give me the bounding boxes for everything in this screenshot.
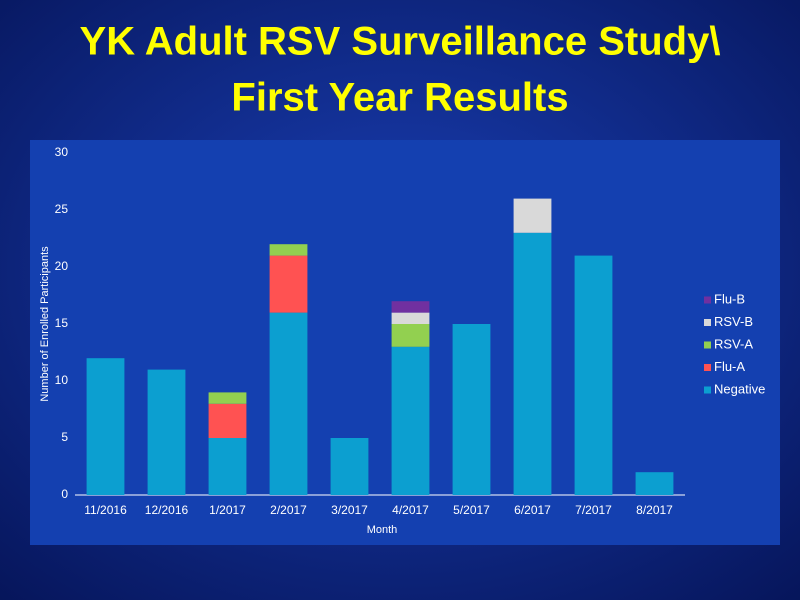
bar-segment xyxy=(391,312,430,324)
chart-title: First Year Results xyxy=(231,76,568,120)
legend-label: Flu-B xyxy=(714,291,745,306)
x-axis-label: Month xyxy=(367,524,398,536)
x-tick-label: 11/2016 xyxy=(84,503,127,517)
x-tick-label: 8/2017 xyxy=(636,503,673,517)
bar-segment xyxy=(269,244,308,256)
legend-swatch xyxy=(704,341,711,349)
y-tick-label: 5 xyxy=(61,430,68,444)
y-tick-label: 20 xyxy=(55,259,69,273)
x-tick-label: 6/2017 xyxy=(514,503,551,517)
bar-segment xyxy=(86,358,125,495)
y-axis-label: Number of Enrolled Participants xyxy=(39,246,51,402)
legend-label: Flu-A xyxy=(714,359,745,374)
legend-swatch xyxy=(704,386,711,394)
bar-segment xyxy=(391,324,430,347)
legend-label: RSV-B xyxy=(714,314,753,329)
bar-segment xyxy=(147,369,186,495)
bar-segment xyxy=(391,346,430,495)
legend-swatch xyxy=(704,296,711,304)
x-tick-label: 7/2017 xyxy=(575,503,612,517)
x-tick-label: 12/2016 xyxy=(145,503,189,517)
bar-segment xyxy=(391,301,430,313)
bar-segment xyxy=(208,392,247,404)
y-tick-label: 10 xyxy=(55,373,69,387)
bar-segment xyxy=(635,472,674,495)
x-tick-label: 1/2017 xyxy=(209,503,246,517)
bar-segment xyxy=(574,255,613,495)
y-tick-label: 15 xyxy=(55,316,69,330)
bar-segment xyxy=(330,438,369,495)
x-tick-label: 3/2017 xyxy=(331,503,368,517)
bar-segment xyxy=(513,198,552,233)
x-tick-label: 4/2017 xyxy=(392,503,429,517)
legend-swatch xyxy=(704,364,711,371)
legend-label: RSV-A xyxy=(714,336,753,351)
x-tick-label: 5/2017 xyxy=(453,503,490,517)
bar-segment xyxy=(513,232,552,496)
y-tick-label: 30 xyxy=(55,145,69,159)
bar-segment xyxy=(208,403,247,438)
chart-title: YK Adult RSV Surveillance Study\ xyxy=(80,20,721,64)
bar-segment xyxy=(269,312,308,495)
legend-label: Negative xyxy=(714,381,765,396)
legend-swatch xyxy=(704,319,711,326)
x-tick-label: 2/2017 xyxy=(270,503,307,517)
y-tick-label: 0 xyxy=(61,487,68,501)
y-tick-label: 25 xyxy=(55,202,69,216)
bar-segment xyxy=(452,324,491,495)
bar-segment xyxy=(208,438,247,495)
bar-segment xyxy=(269,255,308,313)
